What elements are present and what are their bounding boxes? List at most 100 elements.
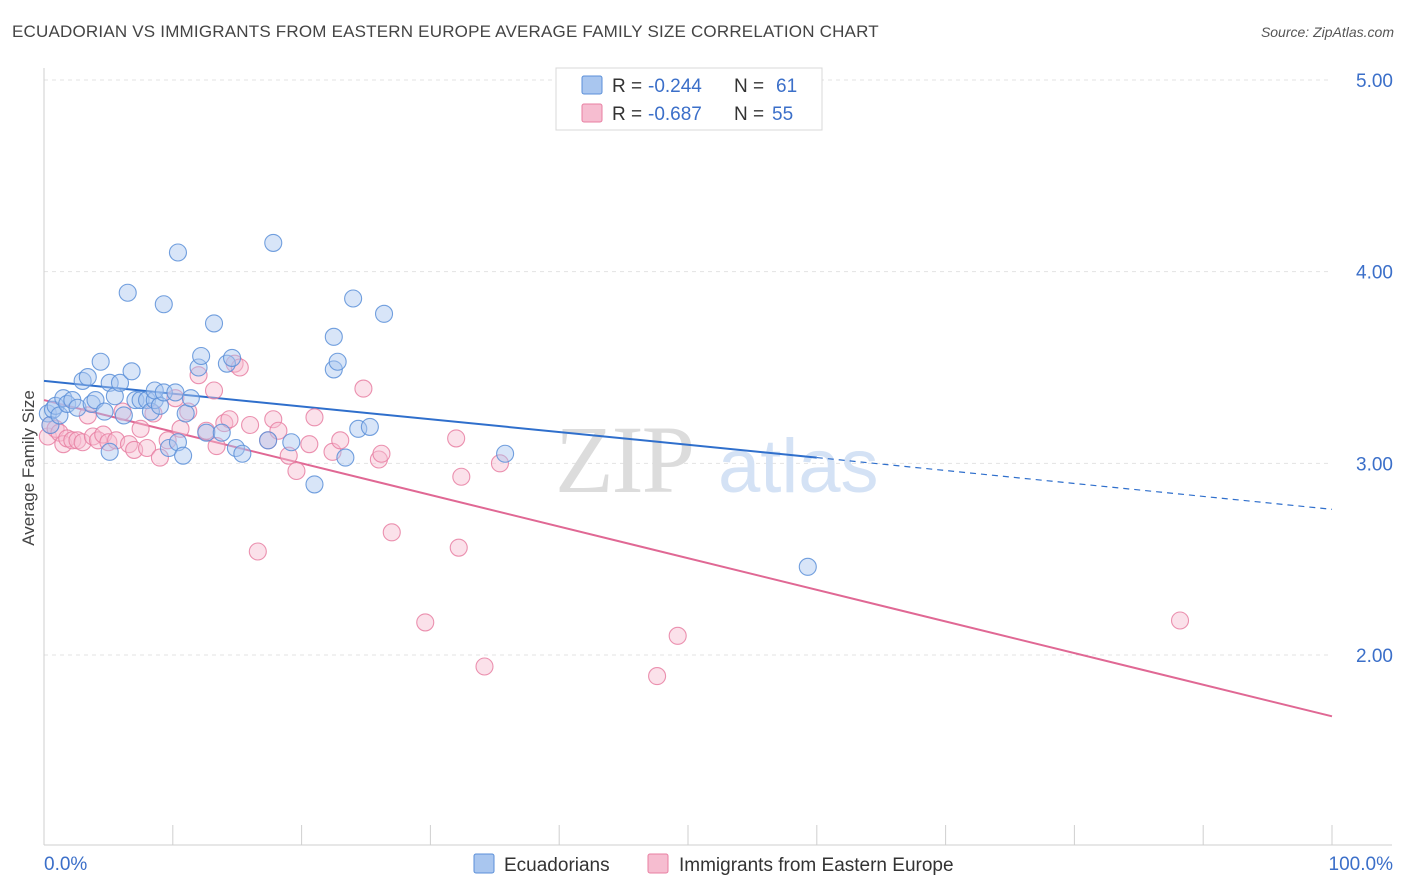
- eastern-europe-point: [279, 446, 298, 465]
- ecuadorians-point: [176, 404, 195, 423]
- axes: 0.0% 100.0%: [43, 68, 1394, 875]
- ecuadorians-point: [174, 446, 193, 465]
- eastern-europe-point: [305, 408, 324, 427]
- eastern-europe-trend-line: [43, 399, 1333, 718]
- ecuadorians-point: [46, 396, 65, 415]
- eastern-europe-point: [166, 389, 185, 408]
- ecuadorians-point: [145, 391, 164, 410]
- eastern-europe-point: [204, 381, 224, 400]
- eastern-europe-point: [354, 379, 373, 398]
- eastern-europe-point: [189, 366, 208, 385]
- eastern-europe-point: [382, 523, 401, 542]
- ecuadorians-point: [305, 475, 324, 494]
- eastern-europe-point: [331, 431, 350, 450]
- legend-pink-r-value: -0.687: [648, 104, 702, 125]
- ecuadorians-point: [68, 398, 87, 417]
- legend-blue-r-label: R =: [612, 76, 642, 97]
- legend-blue-n-label: N =: [734, 76, 764, 97]
- eastern-europe-point: [287, 461, 306, 481]
- ecuadorians-point: [233, 444, 252, 463]
- legend-swatch-pink: [581, 103, 603, 123]
- ecuadorians-point: [95, 402, 114, 421]
- bottom-legend: Ecuadorians Immigrants from Eastern Euro…: [473, 853, 954, 876]
- ecuadorians-point: [166, 383, 185, 402]
- chart-title: ECUADORIAN VS IMMIGRANTS FROM EASTERN EU…: [12, 22, 879, 41]
- source-label: Source: ZipAtlas.com: [1260, 24, 1394, 40]
- ecuadorians-point: [150, 396, 169, 415]
- ecuadorians-point: [282, 433, 301, 452]
- ecuadorians-point: [154, 295, 173, 314]
- eastern-europe-point: [475, 657, 494, 676]
- ecuadorians-point: [374, 304, 394, 323]
- y-tick-label: 4.00: [1356, 263, 1393, 284]
- ecuadorians-point: [324, 327, 343, 346]
- ecuadorians-point: [212, 423, 231, 442]
- legend-swatch-blue: [581, 75, 603, 95]
- ecuadorians-point: [204, 314, 224, 333]
- ecuadorians-trend-extension: [816, 456, 1333, 510]
- ecuadorians-point: [189, 358, 208, 377]
- eastern-europe-point: [119, 435, 139, 454]
- eastern-europe-point: [372, 444, 391, 463]
- eastern-europe-point: [99, 433, 118, 452]
- eastern-europe-point: [490, 454, 510, 473]
- legend-pink-n-value: 55: [772, 104, 793, 125]
- x-tick-label-min: 0.0%: [44, 854, 87, 875]
- data-points: [38, 233, 1190, 686]
- ecuadorians-point: [328, 352, 347, 371]
- ecuadorians-point: [100, 373, 119, 392]
- eastern-europe-point: [668, 626, 687, 645]
- ecuadorians-point: [168, 433, 188, 452]
- ecuadorians-point: [192, 346, 211, 366]
- ecuadorians-point: [349, 419, 368, 438]
- eastern-europe-point: [131, 419, 150, 438]
- ecuadorians-point: [197, 423, 216, 442]
- ecuadorians-point: [105, 387, 124, 406]
- ecuadorians-point: [159, 438, 178, 458]
- eastern-europe-point: [648, 667, 667, 686]
- bottom-legend-swatch-pink: [647, 853, 669, 874]
- ecuadorians-point: [798, 557, 817, 576]
- eastern-europe-point: [241, 415, 260, 435]
- ecuadorians-point: [118, 283, 137, 302]
- eastern-europe-point: [137, 438, 157, 458]
- watermark-zip: ZIP: [555, 406, 693, 513]
- grid-lines: 2.00 3.00 4.00 5.00: [44, 71, 1393, 667]
- x-tick-label-max: 100.0%: [1329, 854, 1394, 875]
- y-tick-label: 5.00: [1356, 71, 1393, 92]
- ecuadorians-point: [122, 362, 141, 381]
- watermark-atlas: atlas: [718, 424, 879, 509]
- bottom-legend-swatch-blue: [473, 853, 495, 874]
- legend-blue-r-value: -0.244: [648, 76, 702, 97]
- ecuadorians-point: [360, 417, 379, 436]
- ecuadorians-point: [168, 243, 188, 262]
- eastern-europe-point: [447, 429, 466, 448]
- eastern-europe-point: [73, 433, 92, 452]
- ecuadorians-point: [259, 431, 278, 450]
- eastern-europe-point: [1170, 611, 1190, 630]
- bottom-legend-label-pink: Immigrants from Eastern Europe: [679, 855, 954, 876]
- watermark: ZIP atlas: [555, 406, 879, 513]
- ecuadorians-point: [91, 352, 110, 371]
- bottom-legend-label-blue: Ecuadorians: [504, 855, 610, 876]
- eastern-europe-point: [248, 542, 267, 561]
- ecuadorians-point: [181, 389, 200, 408]
- y-tick-label: 2.00: [1356, 646, 1393, 667]
- ecuadorians-point: [114, 406, 133, 425]
- ecuadorians-point: [217, 354, 236, 373]
- ecuadorians-point: [100, 442, 119, 461]
- ecuadorians-point: [141, 402, 160, 421]
- eastern-europe-point: [300, 435, 319, 454]
- eastern-europe-point: [220, 410, 239, 429]
- trend-lines: [43, 379, 1333, 718]
- eastern-europe-point: [78, 406, 97, 425]
- ecuadorians-point: [344, 289, 363, 308]
- y-axis-title: Average Family Size: [19, 390, 38, 546]
- eastern-europe-point: [416, 613, 435, 632]
- eastern-europe-point: [264, 410, 283, 429]
- ecuadorians-point: [78, 368, 97, 387]
- legend-pink-n-label: N =: [734, 104, 764, 125]
- ecuadorians-point: [110, 373, 130, 392]
- ecuadorians-point: [222, 348, 242, 367]
